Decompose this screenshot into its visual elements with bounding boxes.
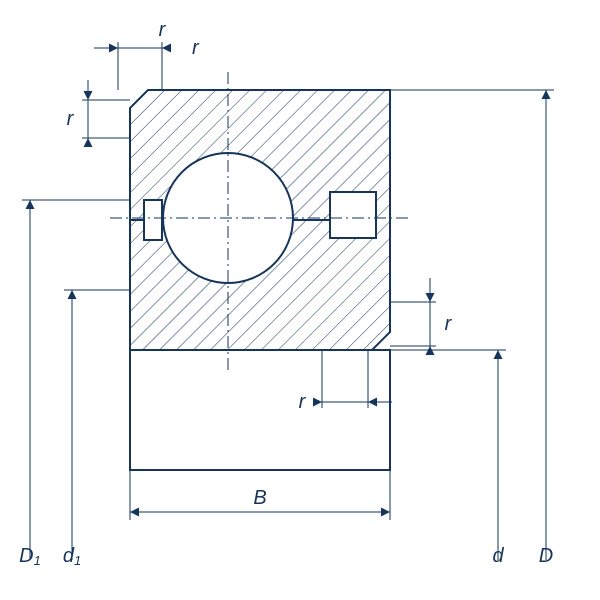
dim-label: D <box>539 545 553 567</box>
arrowhead <box>109 44 118 53</box>
retainer-notch <box>144 200 162 240</box>
arrowhead <box>313 398 322 407</box>
arrowhead <box>162 44 171 53</box>
cage <box>330 192 376 238</box>
dim-label: B <box>253 487 266 509</box>
dim-label: r <box>299 391 307 413</box>
arrowhead <box>130 508 139 517</box>
dim-label: D1 <box>19 545 41 568</box>
dim-label: r <box>192 37 200 59</box>
arrowhead <box>68 290 77 299</box>
arrowhead <box>381 508 390 517</box>
arrowhead <box>368 398 377 407</box>
bore <box>130 350 390 470</box>
dim-label: d1 <box>63 545 81 568</box>
dim-label: r <box>159 19 167 41</box>
dim-label: r <box>67 108 75 130</box>
arrowhead <box>26 200 35 209</box>
arrowhead <box>84 91 93 100</box>
dim-label: d <box>492 545 504 567</box>
arrowhead <box>84 138 93 147</box>
arrowhead <box>426 293 435 302</box>
arrowhead <box>494 350 503 359</box>
arrowhead <box>542 90 551 99</box>
dim-label: r <box>445 313 453 335</box>
